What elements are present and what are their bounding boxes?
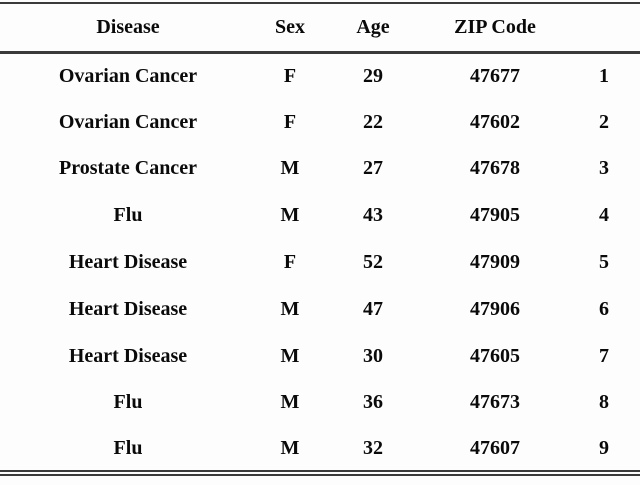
cell-disease: Ovarian Cancer [58,64,198,87]
cell-sex: M [280,204,300,227]
cell-disease: Heart Disease [68,251,188,274]
cell-disease: Flu [113,436,143,459]
column-header-sex: Sex [256,3,324,54]
cell-row-number: 8 [599,391,609,414]
cell-sex: M [280,391,300,414]
cell-disease: Flu [113,391,143,414]
cell-sex: M [280,157,300,180]
cell-sex: F [283,251,297,274]
table-row: Flu M 32 47607 9 [0,426,640,473]
table-row: Prostate Cancer M 27 47678 3 [0,146,640,193]
cell-disease: Heart Disease [68,297,188,320]
cell-zip-code: 47673 [470,391,520,414]
cell-sex: M [280,436,300,459]
cell-age: 47 [363,297,383,320]
cell-row-number: 6 [599,297,609,320]
cell-zip-code: 47605 [470,344,520,367]
table-row: Flu M 43 47905 4 [0,192,640,239]
column-header-zip-code: ZIP Code [422,3,568,54]
column-header-age: Age [324,3,422,54]
table-row: Ovarian Cancer F 29 47677 1 [0,52,640,99]
cell-row-number: 9 [599,436,609,459]
patient-records-table: Disease Sex Age ZIP Code Ovarian Cancer … [0,2,640,477]
cell-row-number: 7 [599,344,609,367]
table-row: Heart Disease M 47 47906 6 [0,286,640,333]
cell-zip-code: 47906 [470,297,520,320]
cell-age: 22 [363,110,383,133]
cell-age: 52 [363,251,383,274]
table-header: Disease Sex Age ZIP Code [0,3,640,54]
cell-sex: F [283,110,297,133]
cell-disease: Prostate Cancer [59,157,197,180]
cell-row-number: 3 [599,157,609,180]
cell-row-number: 1 [599,64,609,87]
table-row: Flu M 36 47673 8 [0,380,640,427]
cell-disease: Heart Disease [68,344,188,367]
cell-age: 43 [363,204,383,227]
table-row: Heart Disease M 30 47605 7 [0,333,640,380]
table-row: Heart Disease F 52 47909 5 [0,239,640,286]
cell-disease: Ovarian Cancer [58,110,198,133]
cell-zip-code: 47602 [470,110,520,133]
header-row: Disease Sex Age ZIP Code [0,3,640,54]
cell-disease: Flu [113,204,143,227]
cell-age: 30 [363,344,383,367]
cell-row-number: 5 [599,251,609,274]
cell-zip-code: 47909 [470,251,520,274]
cell-age: 32 [363,436,383,459]
cell-zip-code: 47678 [470,157,520,180]
cell-age: 36 [363,391,383,414]
cell-row-number: 4 [599,204,609,227]
cell-sex: F [283,64,297,87]
cell-age: 27 [363,157,383,180]
column-header-blank [568,3,640,54]
cell-sex: M [280,344,300,367]
cell-sex: M [280,297,300,320]
column-header-disease: Disease [0,3,256,54]
cell-row-number: 2 [599,110,609,133]
cell-zip-code: 47677 [470,64,520,87]
cell-zip-code: 47905 [470,204,520,227]
cell-age: 29 [363,64,383,87]
table-row: Ovarian Cancer F 22 47602 2 [0,99,640,146]
table-body: Ovarian Cancer F 29 47677 1 Ovarian Canc… [0,52,640,473]
cell-zip-code: 47607 [470,436,520,459]
